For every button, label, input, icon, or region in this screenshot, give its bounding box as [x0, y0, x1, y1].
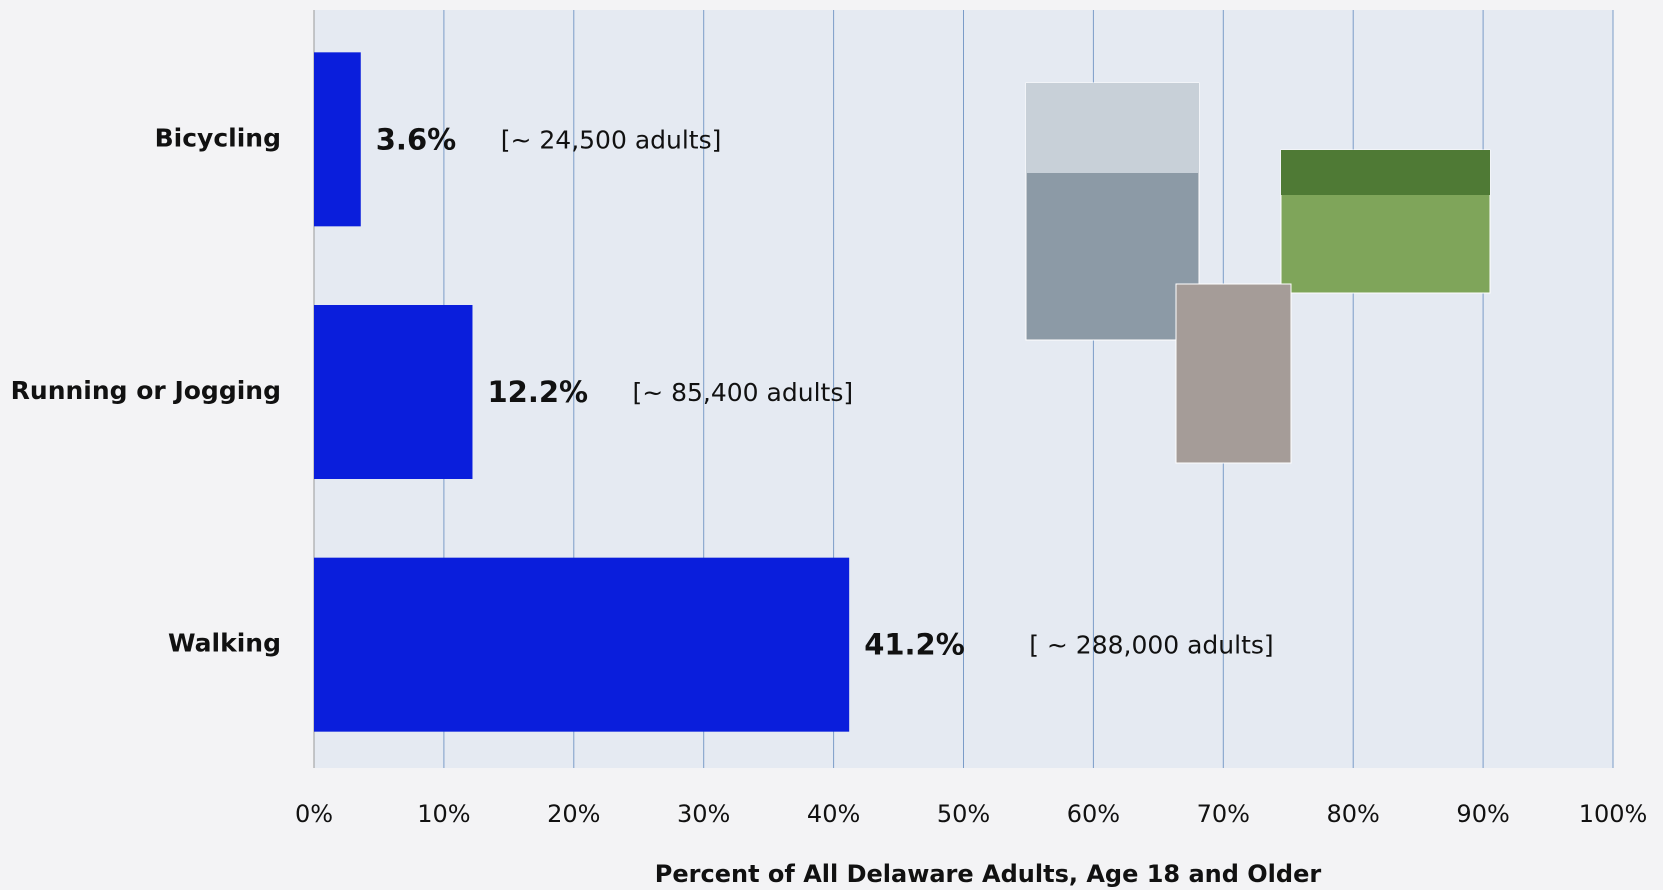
bars [314, 52, 850, 732]
value-label: 3.6% [376, 122, 456, 156]
x-axis-title: Percent of All Delaware Adults, Age 18 a… [655, 860, 1322, 888]
bar [314, 557, 850, 732]
x-tick-label: 100% [1579, 800, 1648, 828]
x-tick-label: 60% [1067, 800, 1120, 828]
category-label: Bicycling [155, 123, 281, 152]
x-tick-label: 10% [417, 800, 470, 828]
photos [1025, 82, 1491, 464]
photo-sky [1026, 83, 1199, 173]
category-label: Walking [168, 629, 281, 658]
value-label: 41.2% [864, 628, 965, 662]
x-tick-label: 0% [295, 800, 333, 828]
x-tick-label: 40% [807, 800, 860, 828]
bar [314, 305, 473, 479]
value-label: 12.2% [487, 375, 588, 409]
x-tick-label: 80% [1327, 800, 1380, 828]
x-tick-label: 70% [1197, 800, 1250, 828]
x-tick-label: 20% [547, 800, 600, 828]
photo-trees [1281, 150, 1490, 195]
photo-runner [1175, 283, 1292, 464]
annotation: [~ 24,500 adults] [501, 125, 722, 154]
category-label: Running or Jogging [11, 376, 281, 405]
x-tick-label: 50% [937, 800, 990, 828]
x-tick-label: 30% [677, 800, 730, 828]
annotation: [ ~ 288,000 adults] [1029, 631, 1273, 660]
bar [314, 52, 361, 227]
x-tick-label: 90% [1456, 800, 1509, 828]
annotation: [~ 85,400 adults] [632, 378, 853, 407]
